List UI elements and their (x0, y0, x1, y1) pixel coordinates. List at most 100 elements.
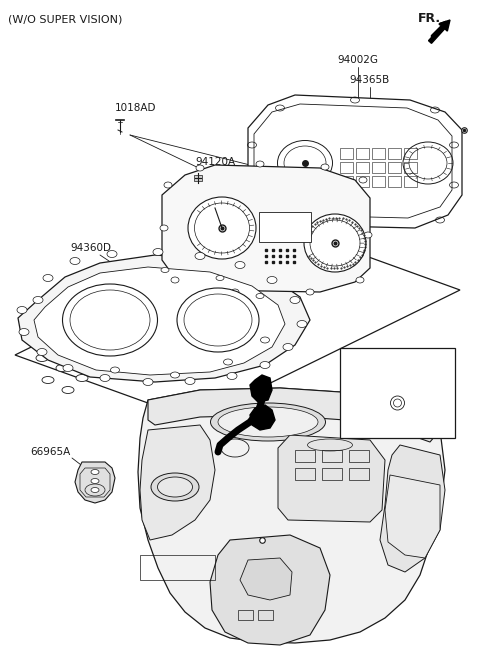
Polygon shape (250, 405, 275, 430)
Ellipse shape (306, 289, 314, 295)
Ellipse shape (100, 375, 110, 382)
Ellipse shape (321, 164, 329, 170)
Bar (340, 348, 455, 438)
Bar (356, 148, 369, 159)
Bar (388, 176, 401, 187)
Text: 66965A: 66965A (30, 447, 70, 457)
Bar (388, 162, 401, 173)
Ellipse shape (107, 251, 117, 258)
Ellipse shape (297, 321, 307, 327)
Polygon shape (140, 425, 215, 540)
Ellipse shape (211, 403, 325, 441)
Ellipse shape (157, 477, 192, 497)
Ellipse shape (36, 354, 48, 361)
Polygon shape (148, 388, 440, 442)
Ellipse shape (76, 375, 88, 382)
Bar (372, 162, 385, 173)
Text: FR.: FR. (418, 12, 441, 25)
Bar (404, 162, 417, 173)
Ellipse shape (185, 377, 195, 384)
Ellipse shape (62, 386, 74, 394)
Ellipse shape (63, 365, 73, 371)
Polygon shape (278, 435, 385, 522)
Bar (356, 176, 369, 187)
Ellipse shape (304, 214, 366, 272)
Polygon shape (162, 165, 370, 292)
Bar (340, 162, 353, 173)
Ellipse shape (91, 478, 99, 483)
Text: (W/O SUPER VISION): (W/O SUPER VISION) (8, 15, 122, 25)
Ellipse shape (267, 276, 277, 283)
Ellipse shape (235, 262, 245, 268)
Ellipse shape (170, 372, 180, 378)
Polygon shape (138, 388, 445, 643)
Text: 94002G: 94002G (337, 55, 379, 65)
Bar (295, 450, 315, 462)
Ellipse shape (356, 277, 364, 283)
Polygon shape (380, 445, 445, 572)
Polygon shape (34, 267, 285, 375)
Text: 94360D: 94360D (70, 243, 111, 253)
Text: 1339CC: 1339CC (376, 355, 420, 365)
Ellipse shape (359, 177, 367, 183)
Ellipse shape (195, 253, 205, 260)
Bar (388, 148, 401, 159)
Text: 94365B: 94365B (350, 75, 390, 85)
Ellipse shape (160, 225, 168, 231)
Ellipse shape (110, 367, 120, 373)
Ellipse shape (33, 297, 43, 304)
Bar (295, 468, 315, 480)
Ellipse shape (227, 373, 237, 380)
Ellipse shape (261, 337, 269, 343)
Ellipse shape (62, 284, 157, 356)
Ellipse shape (151, 473, 199, 501)
Bar (340, 176, 353, 187)
Ellipse shape (164, 182, 172, 188)
Ellipse shape (231, 289, 239, 295)
Ellipse shape (91, 487, 99, 493)
Bar (259, 212, 311, 242)
Polygon shape (18, 255, 310, 382)
Ellipse shape (143, 379, 153, 386)
Bar (404, 148, 417, 159)
Bar (340, 148, 353, 159)
Bar (349, 468, 369, 480)
Ellipse shape (216, 276, 224, 281)
Bar (140, 555, 215, 580)
Ellipse shape (171, 277, 179, 283)
Bar (258, 610, 273, 620)
Bar (356, 162, 369, 173)
Ellipse shape (42, 377, 54, 384)
Polygon shape (75, 462, 115, 503)
Polygon shape (250, 375, 272, 402)
Ellipse shape (177, 288, 259, 352)
Ellipse shape (70, 258, 80, 264)
Ellipse shape (17, 306, 27, 314)
Ellipse shape (19, 329, 29, 335)
Ellipse shape (256, 161, 264, 167)
Polygon shape (385, 475, 440, 558)
Ellipse shape (56, 365, 68, 371)
Ellipse shape (37, 348, 47, 356)
Ellipse shape (91, 470, 99, 474)
Bar (238, 610, 253, 620)
Bar (349, 450, 369, 462)
Bar (404, 176, 417, 187)
Bar (322, 468, 342, 480)
FancyArrow shape (429, 20, 450, 43)
Ellipse shape (224, 359, 232, 365)
Ellipse shape (153, 249, 163, 255)
Ellipse shape (161, 268, 169, 272)
Ellipse shape (364, 232, 372, 238)
Ellipse shape (283, 344, 293, 350)
Bar (372, 176, 385, 187)
Ellipse shape (256, 293, 264, 298)
Bar (322, 450, 342, 462)
Polygon shape (248, 95, 462, 228)
Ellipse shape (218, 407, 318, 437)
Bar (372, 148, 385, 159)
Ellipse shape (290, 297, 300, 304)
Ellipse shape (260, 361, 270, 369)
Ellipse shape (196, 165, 204, 171)
Ellipse shape (188, 197, 256, 259)
